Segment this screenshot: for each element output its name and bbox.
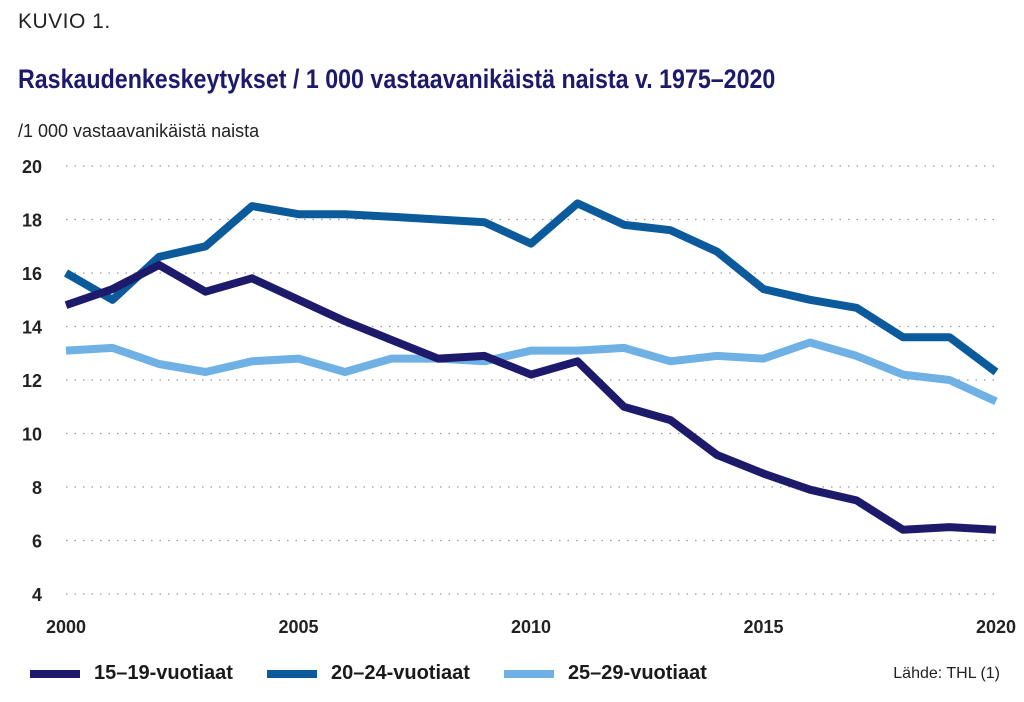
chart-title: Raskaudenkeskeytykset / 1 000 vastaavani… xyxy=(18,64,776,94)
grid-lines xyxy=(66,165,996,595)
legend-item-20-24: 20–24-vuotiaat xyxy=(266,662,470,685)
x-tick-label: 2000 xyxy=(46,617,86,637)
legend-swatch-15-19 xyxy=(30,669,80,678)
x-tick-label: 2020 xyxy=(976,617,1016,637)
legend-item-25-29: 25–29-vuotiaat xyxy=(503,662,707,685)
x-tick-label: 2015 xyxy=(743,617,783,637)
legend-swatch-20-24 xyxy=(266,669,317,678)
y-tick-label: 20 xyxy=(22,157,42,177)
series-line-25-29 xyxy=(65,338,998,406)
y-tick-label: 10 xyxy=(22,425,42,445)
series-lines xyxy=(64,199,999,534)
legend: 15–19-vuotiaat 20–24-vuotiaat 25–29-vuot… xyxy=(30,662,741,685)
legend-label-25-29: 25–29-vuotiaat xyxy=(567,662,707,684)
source-note: Lähde: THL (1) xyxy=(893,665,1000,682)
x-tick-label: 2010 xyxy=(511,617,551,637)
y-tick-label: 4 xyxy=(32,585,42,605)
x-tick-label: 2005 xyxy=(278,617,318,637)
y-tick-label: 6 xyxy=(32,532,42,552)
figure-label: KUVIO 1. xyxy=(18,10,111,33)
y-tick-label: 14 xyxy=(22,318,42,338)
series-line-20-24 xyxy=(64,199,999,376)
y-axis-label: /1 000 vastaavanikäistä naista xyxy=(18,121,260,141)
legend-label-15-19: 15–19-vuotiaat xyxy=(94,662,233,684)
x-axis-ticks: 2000 2005 2010 2015 2020 xyxy=(46,617,1016,637)
y-tick-label: 12 xyxy=(22,371,42,391)
y-axis-ticks: 4 6 8 10 12 14 16 18 20 xyxy=(22,157,42,605)
legend-item-15-19: 15–19-vuotiaat xyxy=(30,662,233,685)
series-line-15-19 xyxy=(64,261,997,534)
y-tick-label: 8 xyxy=(32,478,42,498)
legend-label-20-24: 20–24-vuotiaat xyxy=(330,662,470,684)
legend-swatch-25-29 xyxy=(503,669,554,678)
y-tick-label: 16 xyxy=(22,264,42,284)
y-tick-label: 18 xyxy=(22,211,42,231)
